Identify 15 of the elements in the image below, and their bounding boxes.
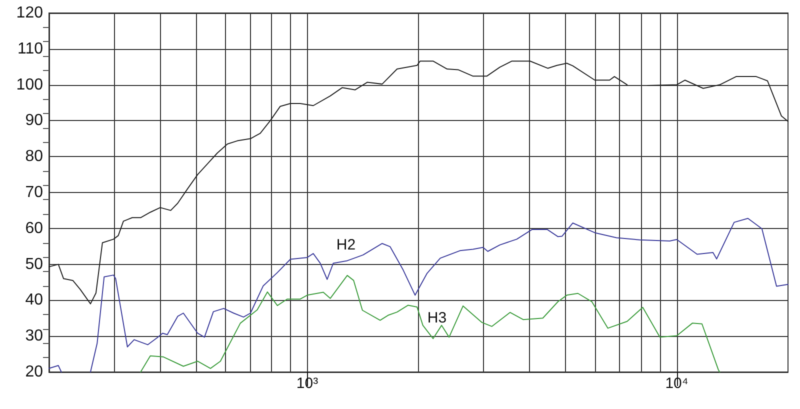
y-tick-label: 110 xyxy=(17,40,44,58)
y-tick-label: 60 xyxy=(25,220,44,237)
annotation: H3 xyxy=(427,310,447,326)
y-tick-label: 30 xyxy=(25,328,44,345)
y-tick-label: 80 xyxy=(25,148,44,166)
y-tick-label: 90 xyxy=(25,112,44,130)
y-tick-label: 20 xyxy=(25,364,44,380)
x-tick-label: 10³ xyxy=(296,375,318,392)
annotation: H2 xyxy=(336,236,356,254)
y-tick-label: 40 xyxy=(25,292,44,309)
y-tick-label: 50 xyxy=(25,256,44,273)
x-tick-label: 10⁴ xyxy=(665,375,688,392)
y-tick-label: 120 xyxy=(16,4,44,22)
y-tick-label: 100 xyxy=(16,76,44,94)
y-tick-label: 70 xyxy=(25,184,44,201)
